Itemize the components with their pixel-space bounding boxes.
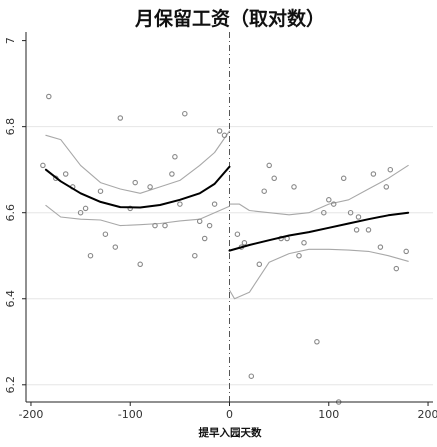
scatter-point xyxy=(271,175,277,182)
scatter-point xyxy=(102,231,109,237)
scatter-point xyxy=(177,201,183,207)
scatter-point xyxy=(330,201,337,207)
y-tick-label: 7 xyxy=(4,37,17,44)
x-tick-label: -100 xyxy=(118,408,143,421)
x-tick-label: -200 xyxy=(18,408,43,421)
scatter-point xyxy=(46,93,52,100)
scatter-point xyxy=(137,261,143,268)
scatter-point xyxy=(340,175,347,182)
y-tick-label: 6.2 xyxy=(4,376,17,394)
scatter-point xyxy=(347,209,354,216)
scatter-point xyxy=(261,188,267,194)
scatter-point xyxy=(87,252,94,259)
scatter-point xyxy=(40,162,46,169)
scatter-point xyxy=(256,261,263,268)
series-ci-lower-right xyxy=(228,248,409,300)
x-axis-label: 提早入园天数 xyxy=(199,426,262,439)
scatter-point xyxy=(365,227,372,233)
scatter-point xyxy=(221,132,228,139)
scatter-point xyxy=(77,209,84,216)
scatter-point xyxy=(387,166,394,173)
y-tick-label: 6.4 xyxy=(4,290,17,308)
scatter-point xyxy=(201,235,208,242)
scatter-point xyxy=(248,373,255,379)
scatter-point xyxy=(147,184,153,190)
series-ci-upper-left xyxy=(45,130,231,194)
y-tick-label: 6.6 xyxy=(4,204,17,222)
y-tick-label: 6.8 xyxy=(4,118,17,135)
scatter-point xyxy=(403,248,409,255)
x-ticks: -200 -100 0 100 200 xyxy=(18,402,437,421)
scatter-point xyxy=(266,162,272,169)
scatter-point xyxy=(182,110,188,117)
scatter-point xyxy=(127,205,133,212)
scatter-point xyxy=(211,201,218,207)
chart-title: 月保留工资（取对数） xyxy=(134,7,325,30)
scatter-point xyxy=(152,222,158,229)
scatter-point xyxy=(162,222,168,229)
scatter-point xyxy=(97,188,104,194)
scatter-point xyxy=(112,244,119,250)
scatter-point xyxy=(353,227,360,233)
scatter-point xyxy=(370,171,377,177)
scatter-point xyxy=(82,205,89,212)
scatter-point xyxy=(216,128,223,134)
x-tick-label: 100 xyxy=(318,408,339,421)
x-tick-label: 0 xyxy=(226,408,233,421)
scatter-point xyxy=(196,218,203,225)
series-fit-left xyxy=(44,165,231,209)
scatter-point xyxy=(377,244,384,250)
scatter-point xyxy=(192,252,198,259)
scatter-point xyxy=(291,184,297,190)
scatter-point xyxy=(383,184,390,190)
scatter-points xyxy=(40,93,409,405)
x-tick-label: 200 xyxy=(418,408,437,421)
scatter-point xyxy=(355,214,362,220)
scatter-point xyxy=(132,179,138,186)
fit-lines xyxy=(44,165,410,252)
scatter-point xyxy=(169,171,175,177)
scatter-point xyxy=(234,231,241,237)
scatter-point xyxy=(241,240,248,246)
series-fit-right xyxy=(228,211,410,252)
y-ticks: 6.2 6.4 6.6 6.8 7 xyxy=(4,37,26,394)
confidence-bands xyxy=(45,130,409,300)
scatter-point xyxy=(296,252,302,259)
scatter-point xyxy=(326,197,332,203)
series-ci-lower-left xyxy=(45,204,231,227)
scatter-point xyxy=(321,209,327,216)
scatter-point xyxy=(301,240,307,246)
scatter-point xyxy=(62,171,69,177)
series-ci-upper-right xyxy=(228,164,409,216)
scatter-point xyxy=(206,222,213,229)
scatter-point xyxy=(393,265,400,272)
scatter-point xyxy=(117,115,124,121)
scatter-point xyxy=(314,339,320,345)
scatter-point xyxy=(172,154,178,160)
